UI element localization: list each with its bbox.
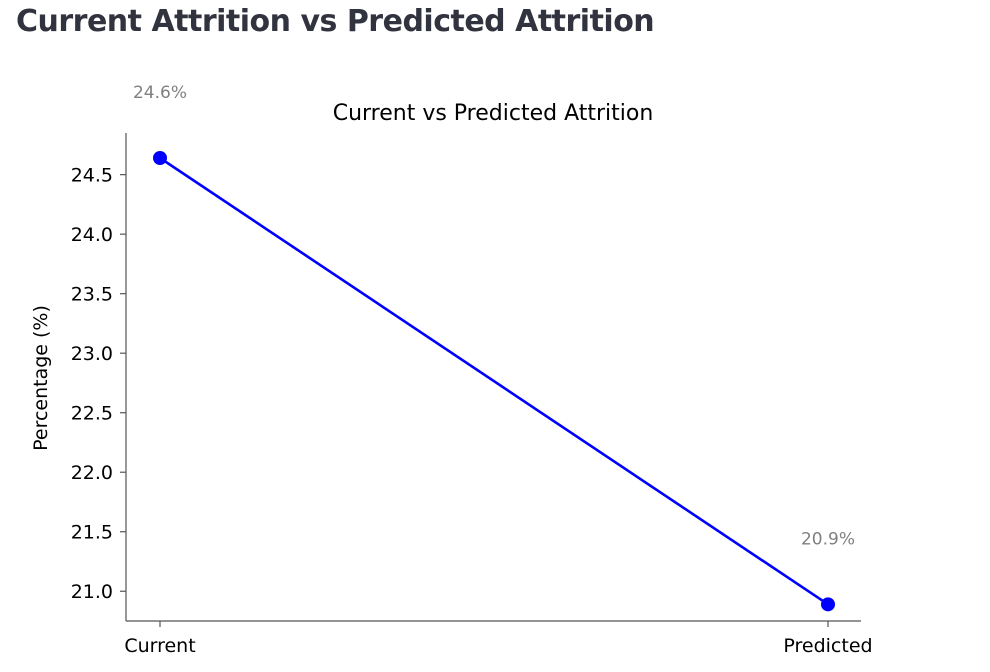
y-tick-label: 24.5 — [71, 165, 113, 187]
y-tick-label: 21.5 — [71, 522, 113, 544]
data-label: 20.9% — [801, 529, 855, 549]
y-tick-label: 23.5 — [71, 284, 113, 306]
y-axis-ticks: 21.0 21.5 22.0 22.5 23.0 23.5 24.0 24.5 — [71, 165, 126, 603]
data-labels: 24.6% 20.9% — [133, 83, 855, 549]
x-tick-label: Predicted — [783, 635, 872, 657]
y-tick-label: 22.0 — [71, 462, 113, 484]
x-tick-label: Current — [124, 635, 195, 657]
x-axis-ticks: Current Predicted — [124, 621, 873, 657]
data-point — [153, 150, 167, 165]
y-tick-label: 24.0 — [71, 224, 113, 246]
chart-title: Current vs Predicted Attrition — [333, 101, 654, 126]
series-line-path — [159, 156, 829, 606]
y-tick-label: 21.0 — [71, 581, 113, 603]
y-tick-label: 22.5 — [71, 403, 113, 425]
y-tick-label: 23.0 — [71, 343, 113, 365]
data-point — [821, 597, 835, 612]
y-axis-label: Percentage (%) — [30, 305, 52, 451]
series-line — [153, 150, 835, 612]
data-label: 24.6% — [133, 83, 187, 103]
page-title: Current Attrition vs Predicted Attrition — [16, 4, 655, 39]
